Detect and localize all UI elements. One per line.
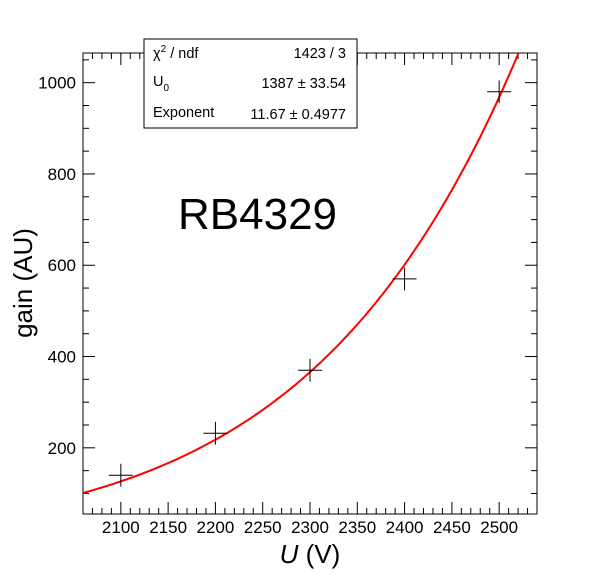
data-point xyxy=(203,421,228,445)
x-tick-label: 2350 xyxy=(338,518,376,537)
y-axis-ticks xyxy=(83,59,537,494)
stats-value-u0: 1387 ± 33.54 xyxy=(261,76,346,92)
stats-label-exponent: Exponent xyxy=(153,105,214,121)
plot-annotation: RB4329 xyxy=(178,190,337,239)
data-point xyxy=(108,463,133,487)
x-tick-label: 2400 xyxy=(386,518,424,537)
stats-value-exponent: 11.67 ± 0.4977 xyxy=(250,107,346,123)
stats-label-u0: U0 xyxy=(153,74,169,94)
y-tick-label: 1000 xyxy=(38,74,76,93)
y-tick-label: 600 xyxy=(48,256,76,275)
x-tick-label: 2250 xyxy=(244,518,282,537)
data-point xyxy=(392,267,417,291)
y-tick-label: 400 xyxy=(48,348,76,367)
x-axis-title: U (V) xyxy=(280,539,341,569)
stats-box: χ2 / ndf 1423 / 3 U0 1387 ± 33.54 Expone… xyxy=(143,38,358,129)
x-tick-label: 2500 xyxy=(480,518,518,537)
x-tick-label: 2100 xyxy=(102,518,140,537)
x-tick-label: 2300 xyxy=(291,518,329,537)
x-axis-tick-labels: 2100 2150 2200 2250 2300 2350 2400 2450 2500 xyxy=(102,518,518,537)
x-tick-label: 2200 xyxy=(197,518,235,537)
fit-curve xyxy=(82,53,520,494)
data-points xyxy=(108,80,512,487)
y-axis-tick-labels: 200 400 600 800 1000 xyxy=(38,74,76,458)
data-point xyxy=(487,80,512,104)
y-tick-label: 200 xyxy=(48,439,76,458)
stats-label-chi2: χ2 / ndf xyxy=(153,44,199,62)
x-tick-label: 2450 xyxy=(433,518,471,537)
x-tick-label: 2150 xyxy=(149,518,187,537)
stats-value-chi2: 1423 / 3 xyxy=(294,46,346,62)
y-axis-title: gain (AU) xyxy=(8,228,38,338)
data-point xyxy=(298,358,322,382)
y-tick-label: 800 xyxy=(48,165,76,184)
